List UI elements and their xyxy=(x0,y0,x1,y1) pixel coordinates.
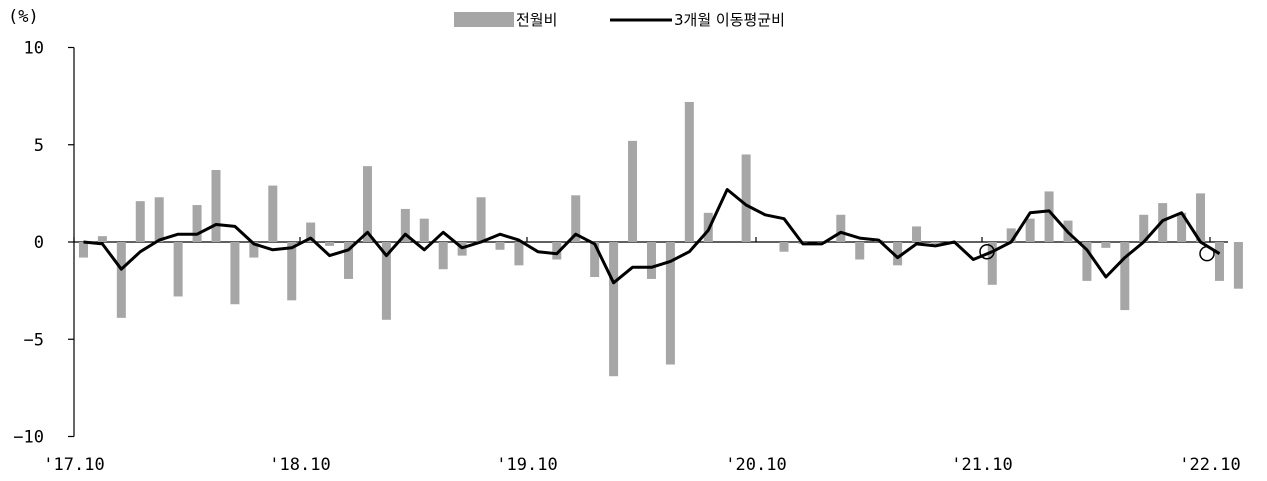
bar xyxy=(1233,242,1243,289)
bar xyxy=(684,101,694,243)
bar xyxy=(779,242,789,252)
bar xyxy=(646,242,656,279)
legend: 전월비 3개월 이동평균비 xyxy=(454,11,785,29)
bar xyxy=(192,205,202,242)
bar xyxy=(495,242,505,250)
bar xyxy=(135,201,145,242)
bar xyxy=(1177,212,1187,242)
bar-series xyxy=(78,101,1243,377)
y-tick-label: 0 xyxy=(34,233,44,253)
bar xyxy=(552,242,562,260)
bar xyxy=(1120,242,1130,311)
bar xyxy=(438,242,448,270)
y-tick-label: 5 xyxy=(34,136,44,156)
y-axis: −10 −5 0 5 10 xyxy=(13,39,75,448)
x-axis: '17.10 '18.10 '19.10 '20.10 '21.10 '22.10 xyxy=(43,237,1241,475)
line-series xyxy=(83,188,1221,285)
bar xyxy=(1139,214,1149,242)
bar xyxy=(987,242,997,285)
bar xyxy=(476,197,486,242)
x-tick-label: '17.10 xyxy=(43,455,104,475)
bar xyxy=(665,242,675,365)
bar xyxy=(287,242,297,301)
bar xyxy=(590,242,600,278)
bar xyxy=(1214,242,1224,281)
bar xyxy=(912,226,922,242)
y-tick-label: 10 xyxy=(24,39,44,59)
bar xyxy=(1101,242,1111,248)
y-tick-label: −10 xyxy=(13,428,44,448)
bar xyxy=(97,236,107,242)
bar xyxy=(514,242,524,266)
bar xyxy=(211,170,221,242)
bar xyxy=(1082,242,1092,281)
x-tick-label: '22.10 xyxy=(1179,455,1240,475)
legend-line-label: 3개월 이동평균비 xyxy=(674,11,785,29)
bar xyxy=(249,242,259,258)
bar xyxy=(400,208,410,242)
bar xyxy=(609,242,619,377)
bar xyxy=(741,154,751,242)
bar xyxy=(1044,191,1054,242)
line-marker xyxy=(979,243,995,260)
x-tick-label: '18.10 xyxy=(269,455,330,475)
bar xyxy=(362,166,372,242)
bar xyxy=(325,242,335,246)
bar xyxy=(855,242,865,260)
x-tick-label: '20.10 xyxy=(725,455,786,475)
x-tick-label: '19.10 xyxy=(496,455,557,475)
bar xyxy=(230,242,240,305)
bar xyxy=(836,214,846,242)
bar xyxy=(1025,218,1035,242)
bar xyxy=(306,222,316,242)
bar xyxy=(628,140,638,242)
line-path xyxy=(83,188,1221,285)
y-axis-unit-label: (%) xyxy=(8,7,39,27)
bar xyxy=(116,242,126,318)
bar xyxy=(1196,193,1206,242)
bar xyxy=(268,185,278,242)
bar xyxy=(419,218,429,242)
legend-bar-swatch xyxy=(454,12,514,27)
bar xyxy=(571,195,581,242)
bar xyxy=(1006,228,1016,242)
bar xyxy=(78,242,88,258)
bar xyxy=(173,242,183,297)
line-marker xyxy=(1199,245,1215,262)
bar xyxy=(930,242,940,244)
y-tick-label: −5 xyxy=(24,330,44,350)
legend-bar-label: 전월비 xyxy=(516,11,557,29)
bar xyxy=(381,242,391,320)
x-tick-label: '21.10 xyxy=(951,455,1012,475)
bar xyxy=(344,242,354,279)
bar xyxy=(893,242,903,266)
bar xyxy=(154,197,164,242)
